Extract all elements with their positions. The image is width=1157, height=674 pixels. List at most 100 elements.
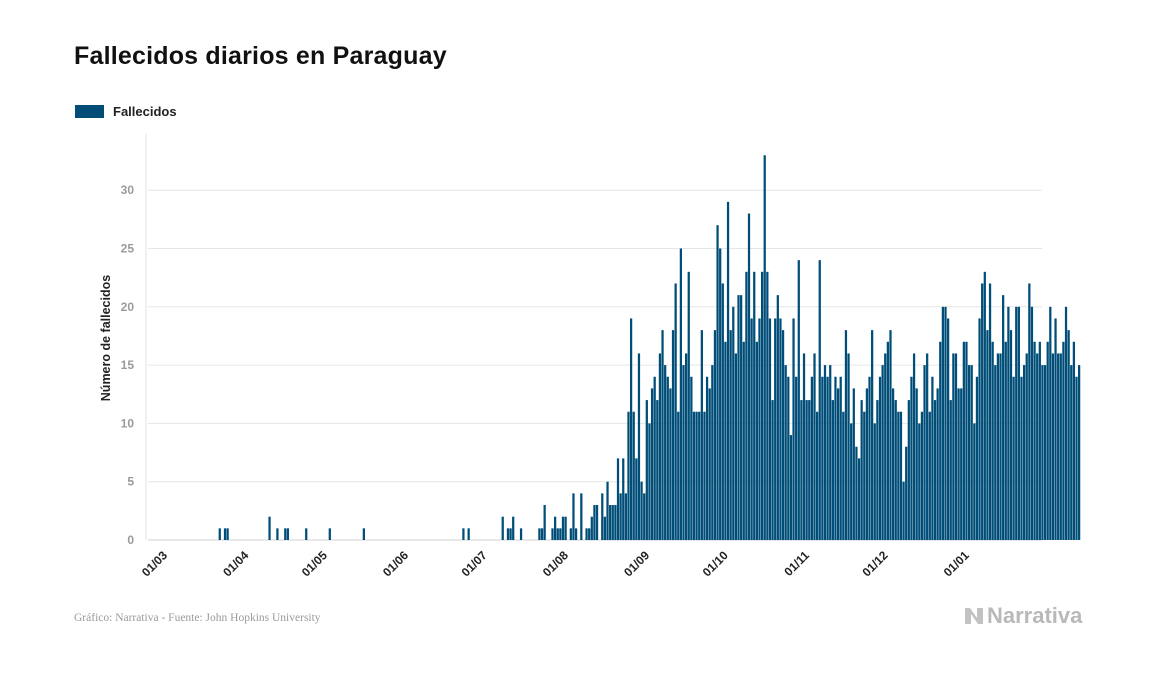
bar — [703, 411, 706, 540]
bar — [595, 505, 599, 540]
x-tick-label: 01/08 — [540, 548, 571, 579]
bar — [742, 341, 745, 540]
x-tick-label: 01/04 — [220, 548, 251, 579]
bar — [850, 423, 853, 540]
bar — [1067, 330, 1070, 540]
bars — [218, 155, 1081, 541]
bar — [823, 365, 827, 540]
bar — [779, 318, 782, 540]
bar — [1064, 306, 1068, 540]
bar — [685, 353, 688, 540]
bar — [831, 400, 834, 540]
bar — [653, 376, 656, 540]
bar — [753, 271, 756, 540]
bar — [787, 376, 790, 540]
bar — [954, 353, 958, 540]
bar — [928, 411, 931, 540]
bar — [624, 493, 627, 540]
bar — [994, 365, 997, 540]
bar — [740, 295, 743, 540]
x-tick-label: 01/01 — [941, 548, 972, 579]
bar — [585, 528, 588, 540]
bar — [871, 330, 874, 540]
bar — [462, 528, 465, 540]
bar — [1062, 341, 1065, 540]
bar — [661, 330, 664, 540]
bar — [713, 330, 717, 540]
bar — [750, 318, 753, 540]
bar — [519, 528, 523, 540]
bar — [768, 318, 772, 540]
bar — [512, 516, 515, 540]
bar — [601, 493, 604, 540]
bar — [540, 528, 544, 540]
bar — [643, 493, 646, 540]
bar — [755, 341, 758, 540]
bar — [808, 400, 811, 540]
bar — [622, 458, 625, 540]
bar — [674, 283, 677, 540]
bar — [616, 458, 620, 540]
bar — [818, 260, 821, 540]
bar — [1007, 306, 1010, 540]
bar — [580, 493, 583, 540]
y-tick-label: 10 — [121, 416, 135, 430]
bar — [952, 353, 955, 540]
bar — [894, 400, 897, 540]
y-axis-label: Número de fallecidos — [99, 275, 113, 401]
bar — [842, 411, 845, 540]
bar — [1046, 341, 1049, 540]
bar — [1078, 365, 1081, 540]
bar — [939, 341, 942, 540]
bar — [590, 516, 593, 540]
bar — [1038, 341, 1041, 540]
x-tick-label: 01/05 — [299, 548, 330, 579]
bar — [1043, 365, 1047, 540]
bar — [760, 271, 764, 540]
bar — [747, 213, 751, 540]
bar — [1030, 306, 1034, 540]
bar — [926, 353, 929, 540]
bar — [834, 376, 837, 540]
bar — [554, 516, 557, 540]
bar — [1017, 306, 1020, 540]
bar — [1070, 365, 1073, 540]
legend-swatch — [75, 105, 104, 118]
bar — [1009, 330, 1013, 540]
x-tick-label: 01/07 — [459, 548, 490, 579]
bar — [690, 376, 693, 540]
bar — [695, 411, 698, 540]
bar — [593, 505, 596, 540]
bar — [729, 330, 732, 540]
bar — [711, 365, 714, 540]
bar — [559, 528, 562, 540]
bar — [947, 318, 950, 540]
bar — [821, 376, 824, 540]
bar — [810, 376, 814, 540]
bar — [724, 341, 727, 540]
bar — [829, 365, 832, 540]
bar — [506, 528, 510, 540]
bar — [915, 388, 918, 540]
bar — [933, 400, 937, 540]
bar — [881, 365, 884, 540]
bar — [328, 528, 331, 540]
bar — [852, 388, 855, 540]
bar — [1049, 306, 1052, 540]
bar — [629, 318, 633, 540]
bar — [572, 493, 575, 540]
bar — [666, 376, 669, 540]
bar — [1072, 341, 1076, 540]
bar — [899, 411, 903, 540]
bar — [967, 365, 971, 540]
x-tick-label: 01/11 — [781, 548, 812, 579]
bar — [223, 528, 227, 540]
bar — [1020, 376, 1023, 540]
bar — [873, 423, 876, 540]
bar — [826, 376, 829, 540]
bar — [627, 411, 630, 540]
bar — [957, 388, 960, 540]
bar — [1051, 353, 1055, 540]
bar — [905, 446, 908, 540]
